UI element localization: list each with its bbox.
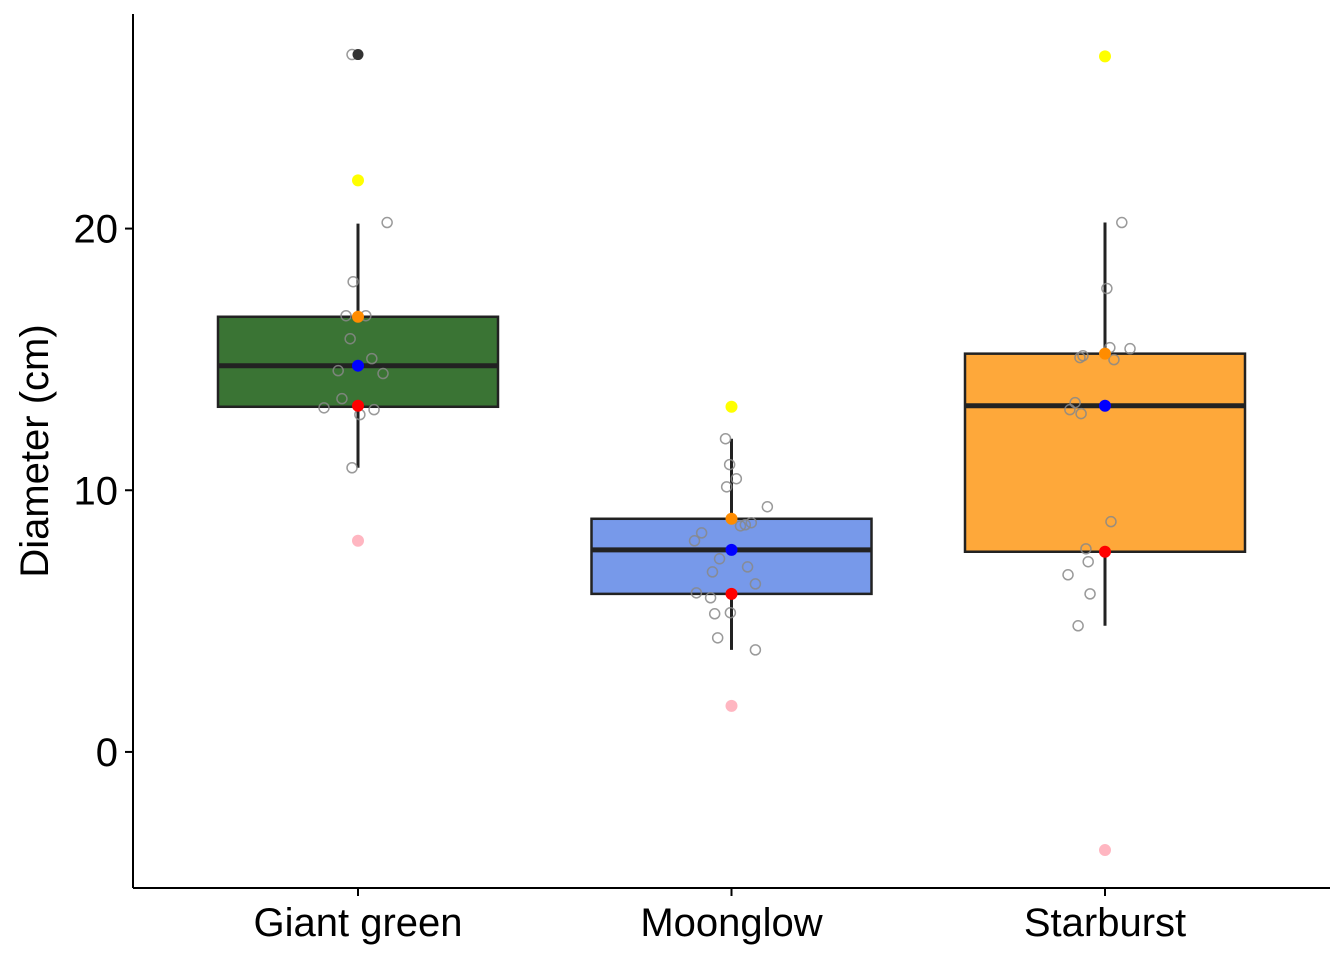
y-tick-label: 0 xyxy=(96,731,118,775)
jitter-point xyxy=(377,367,389,380)
jitter-point xyxy=(723,458,736,471)
jitter-point xyxy=(366,352,378,365)
jitter-point xyxy=(1105,515,1117,528)
jitter-point xyxy=(1124,342,1136,355)
jitter-point xyxy=(368,403,380,416)
jitter-point xyxy=(1084,588,1096,600)
jitter-point xyxy=(749,578,762,590)
red-marker xyxy=(725,587,738,600)
jitter-point xyxy=(734,520,747,532)
pink-marker xyxy=(1099,844,1111,857)
jitter-point xyxy=(708,608,721,620)
orange-marker xyxy=(725,512,738,525)
jitter-point xyxy=(706,566,719,578)
yellow-marker xyxy=(1099,50,1111,63)
jitter-point xyxy=(690,587,703,599)
jitter-point xyxy=(745,516,758,529)
jitter-point xyxy=(1080,543,1092,555)
jitter-point xyxy=(1082,555,1094,568)
y-axis-title: Diameter (cm) xyxy=(13,324,57,577)
mean-marker xyxy=(1099,399,1111,412)
mean-marker xyxy=(725,543,738,556)
jitter-point xyxy=(381,216,393,229)
mean-marker xyxy=(352,359,364,372)
jitter-point xyxy=(332,364,344,377)
jitter-point xyxy=(346,461,358,474)
x-tick-label: Giant green xyxy=(253,901,462,945)
box xyxy=(963,352,1247,553)
jitter-point xyxy=(711,632,724,644)
jitter-point xyxy=(340,309,352,322)
jitter-point xyxy=(724,606,737,619)
jitter-point xyxy=(695,527,708,539)
jitter-point xyxy=(336,392,348,405)
yellow-marker xyxy=(352,174,364,187)
jitter-point xyxy=(1116,216,1128,229)
jitter-point xyxy=(730,472,743,485)
red-marker xyxy=(1099,545,1111,558)
jitter-point xyxy=(1062,569,1074,581)
orange-marker xyxy=(352,310,364,323)
pink-marker xyxy=(725,699,738,712)
jitter-point xyxy=(713,553,726,565)
jitter-point xyxy=(344,332,356,345)
x-ticks: Giant green Moonglow Starburst xyxy=(253,888,1186,945)
jitter-point xyxy=(1077,349,1089,362)
pink-marker xyxy=(352,534,364,547)
boxes-layer xyxy=(216,222,1247,650)
box xyxy=(590,517,873,596)
points-layer xyxy=(318,48,1136,857)
jitter-point xyxy=(1075,407,1087,420)
y-tick-label: 20 xyxy=(74,208,119,252)
x-tick-label: Starburst xyxy=(1024,901,1186,945)
jitter-point xyxy=(688,535,701,547)
y-ticks: 0 10 20 xyxy=(74,208,133,775)
jitter-point xyxy=(719,432,732,445)
jitter-point xyxy=(739,519,752,531)
jitter-point xyxy=(1108,353,1120,366)
jitter-point xyxy=(1064,403,1076,416)
outlier-point xyxy=(352,49,364,61)
jitter-point xyxy=(1072,620,1084,632)
orange-marker xyxy=(1099,347,1111,360)
jitter-point xyxy=(1101,282,1113,295)
jitter-point xyxy=(720,481,733,493)
jitter-point xyxy=(704,592,717,604)
y-tick-label: 10 xyxy=(74,469,119,513)
x-tick-label: Moonglow xyxy=(640,901,822,945)
jitter-point xyxy=(761,500,774,513)
yellow-marker xyxy=(725,400,738,413)
jitter-point xyxy=(347,275,359,288)
jitter-point xyxy=(749,644,762,656)
jitter-point xyxy=(318,402,330,414)
jitter-point xyxy=(741,561,754,573)
red-marker xyxy=(352,399,364,412)
